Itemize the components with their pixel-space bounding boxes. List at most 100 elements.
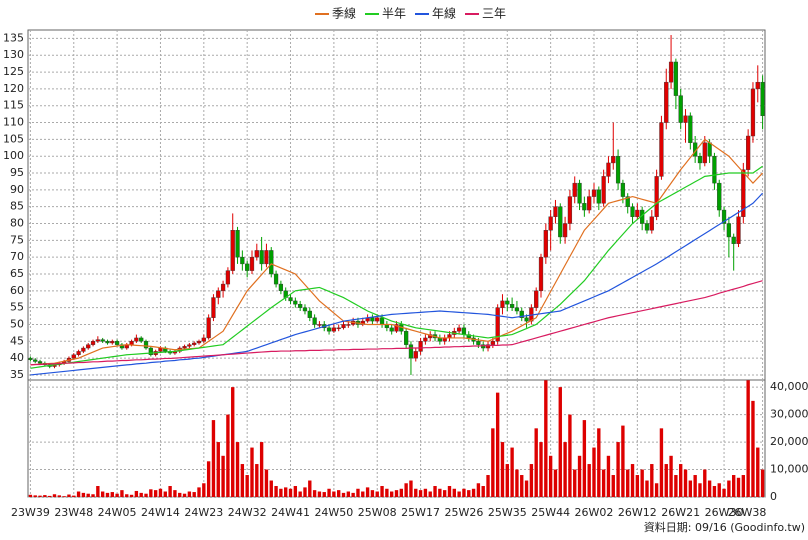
candle-body — [683, 115, 688, 123]
candle-body — [702, 142, 707, 164]
volume-bar — [226, 414, 230, 497]
volume-bar — [462, 488, 466, 497]
x-tick-label: 26W12 — [618, 506, 657, 519]
volume-bar — [414, 488, 418, 497]
volume-bar — [510, 447, 514, 497]
x-tick-label: 25W44 — [531, 506, 570, 519]
volume-bar — [404, 483, 408, 497]
x-tick-label: 24W32 — [228, 506, 267, 519]
candle-body — [553, 206, 558, 217]
volume-bar — [539, 442, 543, 497]
volume-bar — [423, 488, 428, 497]
x-tick-label: 24W14 — [141, 506, 180, 519]
volume-bar — [33, 495, 37, 497]
volume-bar — [635, 475, 640, 497]
volume-bar — [317, 491, 322, 497]
candle-body — [509, 304, 515, 308]
y-tick-label: 115 — [3, 99, 24, 112]
candle-body — [562, 223, 568, 238]
candle-body — [615, 156, 621, 184]
candle-body — [196, 341, 202, 344]
x-tick-label: 23W48 — [54, 506, 93, 519]
candle-body — [548, 216, 553, 231]
volume-bar — [476, 483, 481, 497]
volume-panel — [27, 379, 766, 498]
candle-body — [741, 169, 746, 217]
candle-body — [158, 347, 163, 352]
candle-body — [726, 223, 731, 238]
volume-bar — [722, 488, 726, 497]
volume-bar — [245, 475, 249, 497]
ma-line — [30, 138, 764, 366]
volume-bar — [264, 469, 269, 497]
y-tick-label: 80 — [10, 217, 24, 230]
candle-body — [90, 341, 96, 345]
volume-bar — [616, 442, 620, 497]
volume-bar — [129, 494, 134, 497]
candle-body — [114, 341, 120, 345]
candle-body — [712, 156, 717, 184]
candle-body — [37, 361, 43, 364]
y-tick-label: 100 — [3, 149, 24, 162]
y-tick-label: 135 — [3, 31, 24, 44]
candle-body — [269, 250, 274, 275]
candle-body — [71, 354, 76, 359]
volume-bar — [654, 483, 659, 497]
y-tick-label: 120 — [3, 82, 24, 95]
candle-body — [143, 341, 149, 349]
x-tick-label: 26W38 — [728, 506, 767, 519]
volume-bar — [457, 491, 461, 497]
candle-body — [635, 209, 640, 217]
candle-body — [418, 341, 423, 352]
volume-bar — [597, 428, 601, 497]
volume-bar — [361, 491, 365, 497]
candle-body — [273, 273, 279, 285]
candle-body — [278, 283, 284, 292]
candle-body — [235, 230, 240, 258]
volume-bar — [659, 428, 664, 497]
candle-body — [519, 310, 524, 318]
volume-bar — [100, 491, 105, 497]
volume-bar — [664, 464, 668, 497]
candle-body — [264, 250, 269, 265]
volume-tick-label: 20,000 — [770, 435, 808, 448]
candle-body — [456, 327, 462, 332]
volume-bar — [57, 495, 61, 497]
volume-bar — [515, 469, 519, 497]
x-tick-label: 26W02 — [575, 506, 614, 519]
x-tick-label: 25W35 — [488, 506, 527, 519]
candle-body — [755, 81, 760, 90]
candle-body — [495, 307, 500, 342]
volume-bar — [746, 380, 750, 497]
volume-bar — [337, 490, 341, 497]
volume-bar — [187, 491, 192, 497]
candle-body — [500, 300, 505, 308]
candle-body — [346, 324, 351, 326]
candle-body — [620, 182, 626, 197]
volume-bar — [269, 480, 273, 497]
candle-body — [216, 290, 221, 298]
volume-bar — [452, 488, 456, 497]
candle-body — [577, 182, 582, 204]
y-tick-label: 70 — [10, 250, 24, 263]
candle-body — [731, 236, 736, 244]
candle-body — [543, 230, 548, 258]
volume-bar — [356, 488, 360, 497]
volume-bar — [163, 491, 167, 497]
candle-body — [211, 297, 216, 318]
candle-body — [249, 256, 255, 271]
candle-body — [298, 304, 303, 308]
volume-bar — [409, 480, 413, 497]
volume-bar — [712, 486, 717, 497]
candle-body — [293, 300, 298, 305]
y-tick-label: 85 — [10, 200, 24, 213]
volume-bar — [76, 491, 81, 497]
y-tick-label: 75 — [10, 233, 24, 246]
candle-body — [360, 320, 365, 325]
x-tick-label: 24W05 — [98, 506, 137, 519]
candle-body — [100, 339, 105, 342]
candle-body — [254, 250, 259, 258]
volume-bar — [611, 475, 615, 497]
volume-bar — [322, 492, 326, 497]
volume-bar — [688, 480, 693, 497]
